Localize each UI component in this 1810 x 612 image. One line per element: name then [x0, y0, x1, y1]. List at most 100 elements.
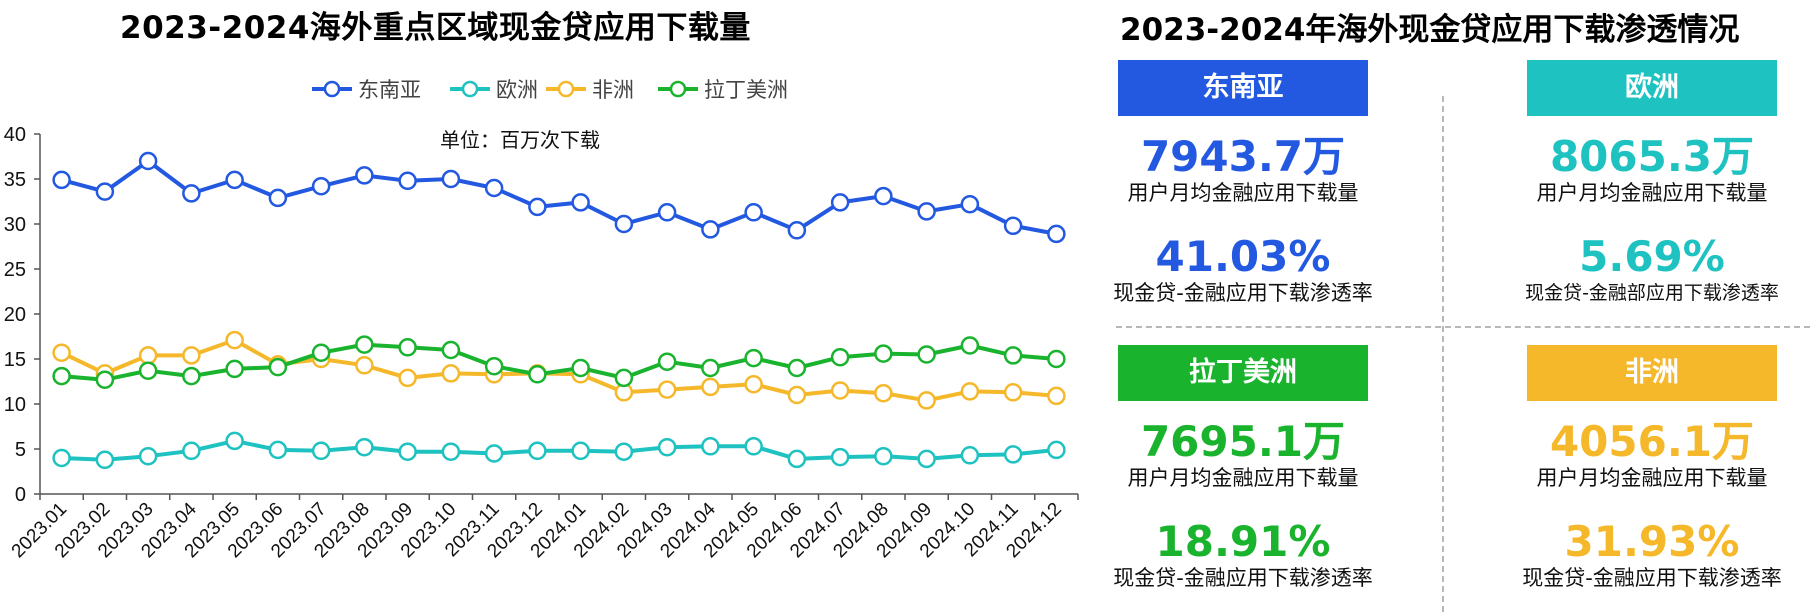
data-point: [182, 366, 201, 386]
rate-label: 现金贷-金融应用下载渗透率: [1113, 566, 1373, 590]
data-point: [182, 184, 201, 203]
panel-africa: 非洲 4056.1万 用户月均金融应用下载量 31.93% 现金贷-金融应用下载…: [1522, 345, 1782, 591]
data-point: [95, 182, 115, 201]
data-point: [398, 338, 417, 357]
legend-swatch-marker: [557, 80, 575, 98]
data-point: [484, 178, 504, 198]
data-point: [830, 447, 850, 467]
data-point: [960, 194, 980, 214]
data-point: [701, 377, 720, 397]
data-point: [614, 368, 634, 388]
data-point: [138, 346, 158, 365]
data-point: [787, 449, 807, 469]
data-point: [441, 169, 461, 189]
panel-header: 非洲: [1527, 345, 1777, 401]
series-line: [61, 438, 1057, 462]
panel-southeast-asia: 东南亚 7943.7万 用户月均金融应用下载量 41.03% 现金贷-金融应用下…: [1113, 60, 1373, 306]
downloads-value: 7943.7万: [1140, 132, 1346, 181]
data-point: [355, 437, 374, 457]
data-point: [355, 335, 374, 354]
data-point: [701, 358, 720, 378]
y-tick-label: 10: [4, 394, 26, 416]
legend-label: 欧洲: [496, 79, 538, 102]
data-point: [52, 366, 71, 386]
data-point: [571, 441, 590, 461]
data-point: [787, 358, 807, 378]
downloads-label: 用户月均金融应用下载量: [1127, 181, 1359, 205]
data-point: [830, 193, 850, 212]
data-point: [138, 151, 158, 171]
data-point: [52, 343, 71, 362]
data-point: [1003, 216, 1023, 236]
data-point: [917, 345, 936, 364]
data-point: [571, 193, 590, 212]
downloads-label: 用户月均金融应用下载量: [1536, 466, 1768, 490]
data-point: [1047, 386, 1066, 406]
data-point: [960, 336, 980, 355]
data-point: [398, 171, 417, 191]
data-point: [311, 343, 331, 362]
chart-series: [52, 151, 1066, 470]
data-point: [355, 166, 374, 185]
data-point: [225, 359, 244, 379]
chart-title: 2023-2024海外重点区域现金贷应用下载量: [120, 10, 751, 46]
legend-swatch-marker: [461, 80, 479, 98]
data-point: [441, 340, 461, 360]
data-point: [874, 186, 893, 206]
data-point: [441, 442, 461, 461]
data-point: [787, 221, 807, 240]
data-point: [182, 346, 201, 365]
data-point: [917, 391, 936, 410]
panel-header: 拉丁美洲: [1118, 345, 1368, 401]
legend-swatch-marker: [669, 80, 687, 98]
rate-value: 41.03%: [1155, 232, 1331, 281]
legend-label: 拉丁美洲: [704, 79, 788, 102]
y-tick-label: 15: [4, 349, 26, 371]
data-point: [95, 370, 115, 389]
data-point: [355, 356, 374, 375]
y-tick-label: 40: [4, 124, 26, 146]
y-tick-label: 30: [4, 214, 26, 236]
penetration-title: 2023-2024年海外现金贷应用下载渗透情况: [1120, 12, 1740, 48]
rate-value: 5.69%: [1579, 232, 1725, 281]
data-point: [268, 188, 288, 208]
unit-note: 单位：百万次下载: [440, 129, 600, 152]
data-point: [398, 442, 417, 461]
data-point: [960, 382, 980, 401]
data-point: [830, 347, 850, 367]
data-point: [744, 203, 763, 222]
data-point: [830, 381, 850, 400]
data-point: [484, 356, 504, 376]
legend-swatch-marker: [323, 80, 341, 98]
data-point: [52, 170, 71, 190]
y-tick-label: 35: [4, 169, 26, 191]
data-point: [960, 446, 980, 465]
y-tick-label: 0: [15, 484, 26, 506]
rate-label: 现金贷-金融部应用下载渗透率: [1525, 282, 1779, 304]
downloads-label: 用户月均金融应用下载量: [1536, 181, 1768, 205]
data-point: [225, 330, 244, 350]
data-point: [874, 383, 893, 403]
data-point: [874, 446, 893, 466]
downloads-value: 8065.3万: [1549, 132, 1755, 181]
panel-header: 欧洲: [1527, 60, 1777, 116]
data-point: [182, 441, 201, 461]
data-point: [311, 441, 331, 461]
data-point: [1003, 445, 1023, 464]
data-point: [701, 437, 720, 456]
data-point: [657, 203, 677, 222]
data-point: [614, 442, 634, 461]
data-point: [268, 357, 288, 377]
data-point: [571, 358, 590, 378]
data-point: [95, 450, 115, 470]
rate-value: 31.93%: [1564, 517, 1740, 566]
data-point: [52, 448, 71, 468]
legend-label: 东南亚: [358, 79, 421, 102]
data-point: [744, 437, 763, 456]
panel-header: 东南亚: [1118, 60, 1368, 116]
data-point: [787, 385, 807, 405]
data-point: [1003, 383, 1023, 402]
data-point: [528, 197, 547, 217]
data-point: [225, 170, 244, 190]
rate-value: 18.91%: [1155, 517, 1331, 566]
